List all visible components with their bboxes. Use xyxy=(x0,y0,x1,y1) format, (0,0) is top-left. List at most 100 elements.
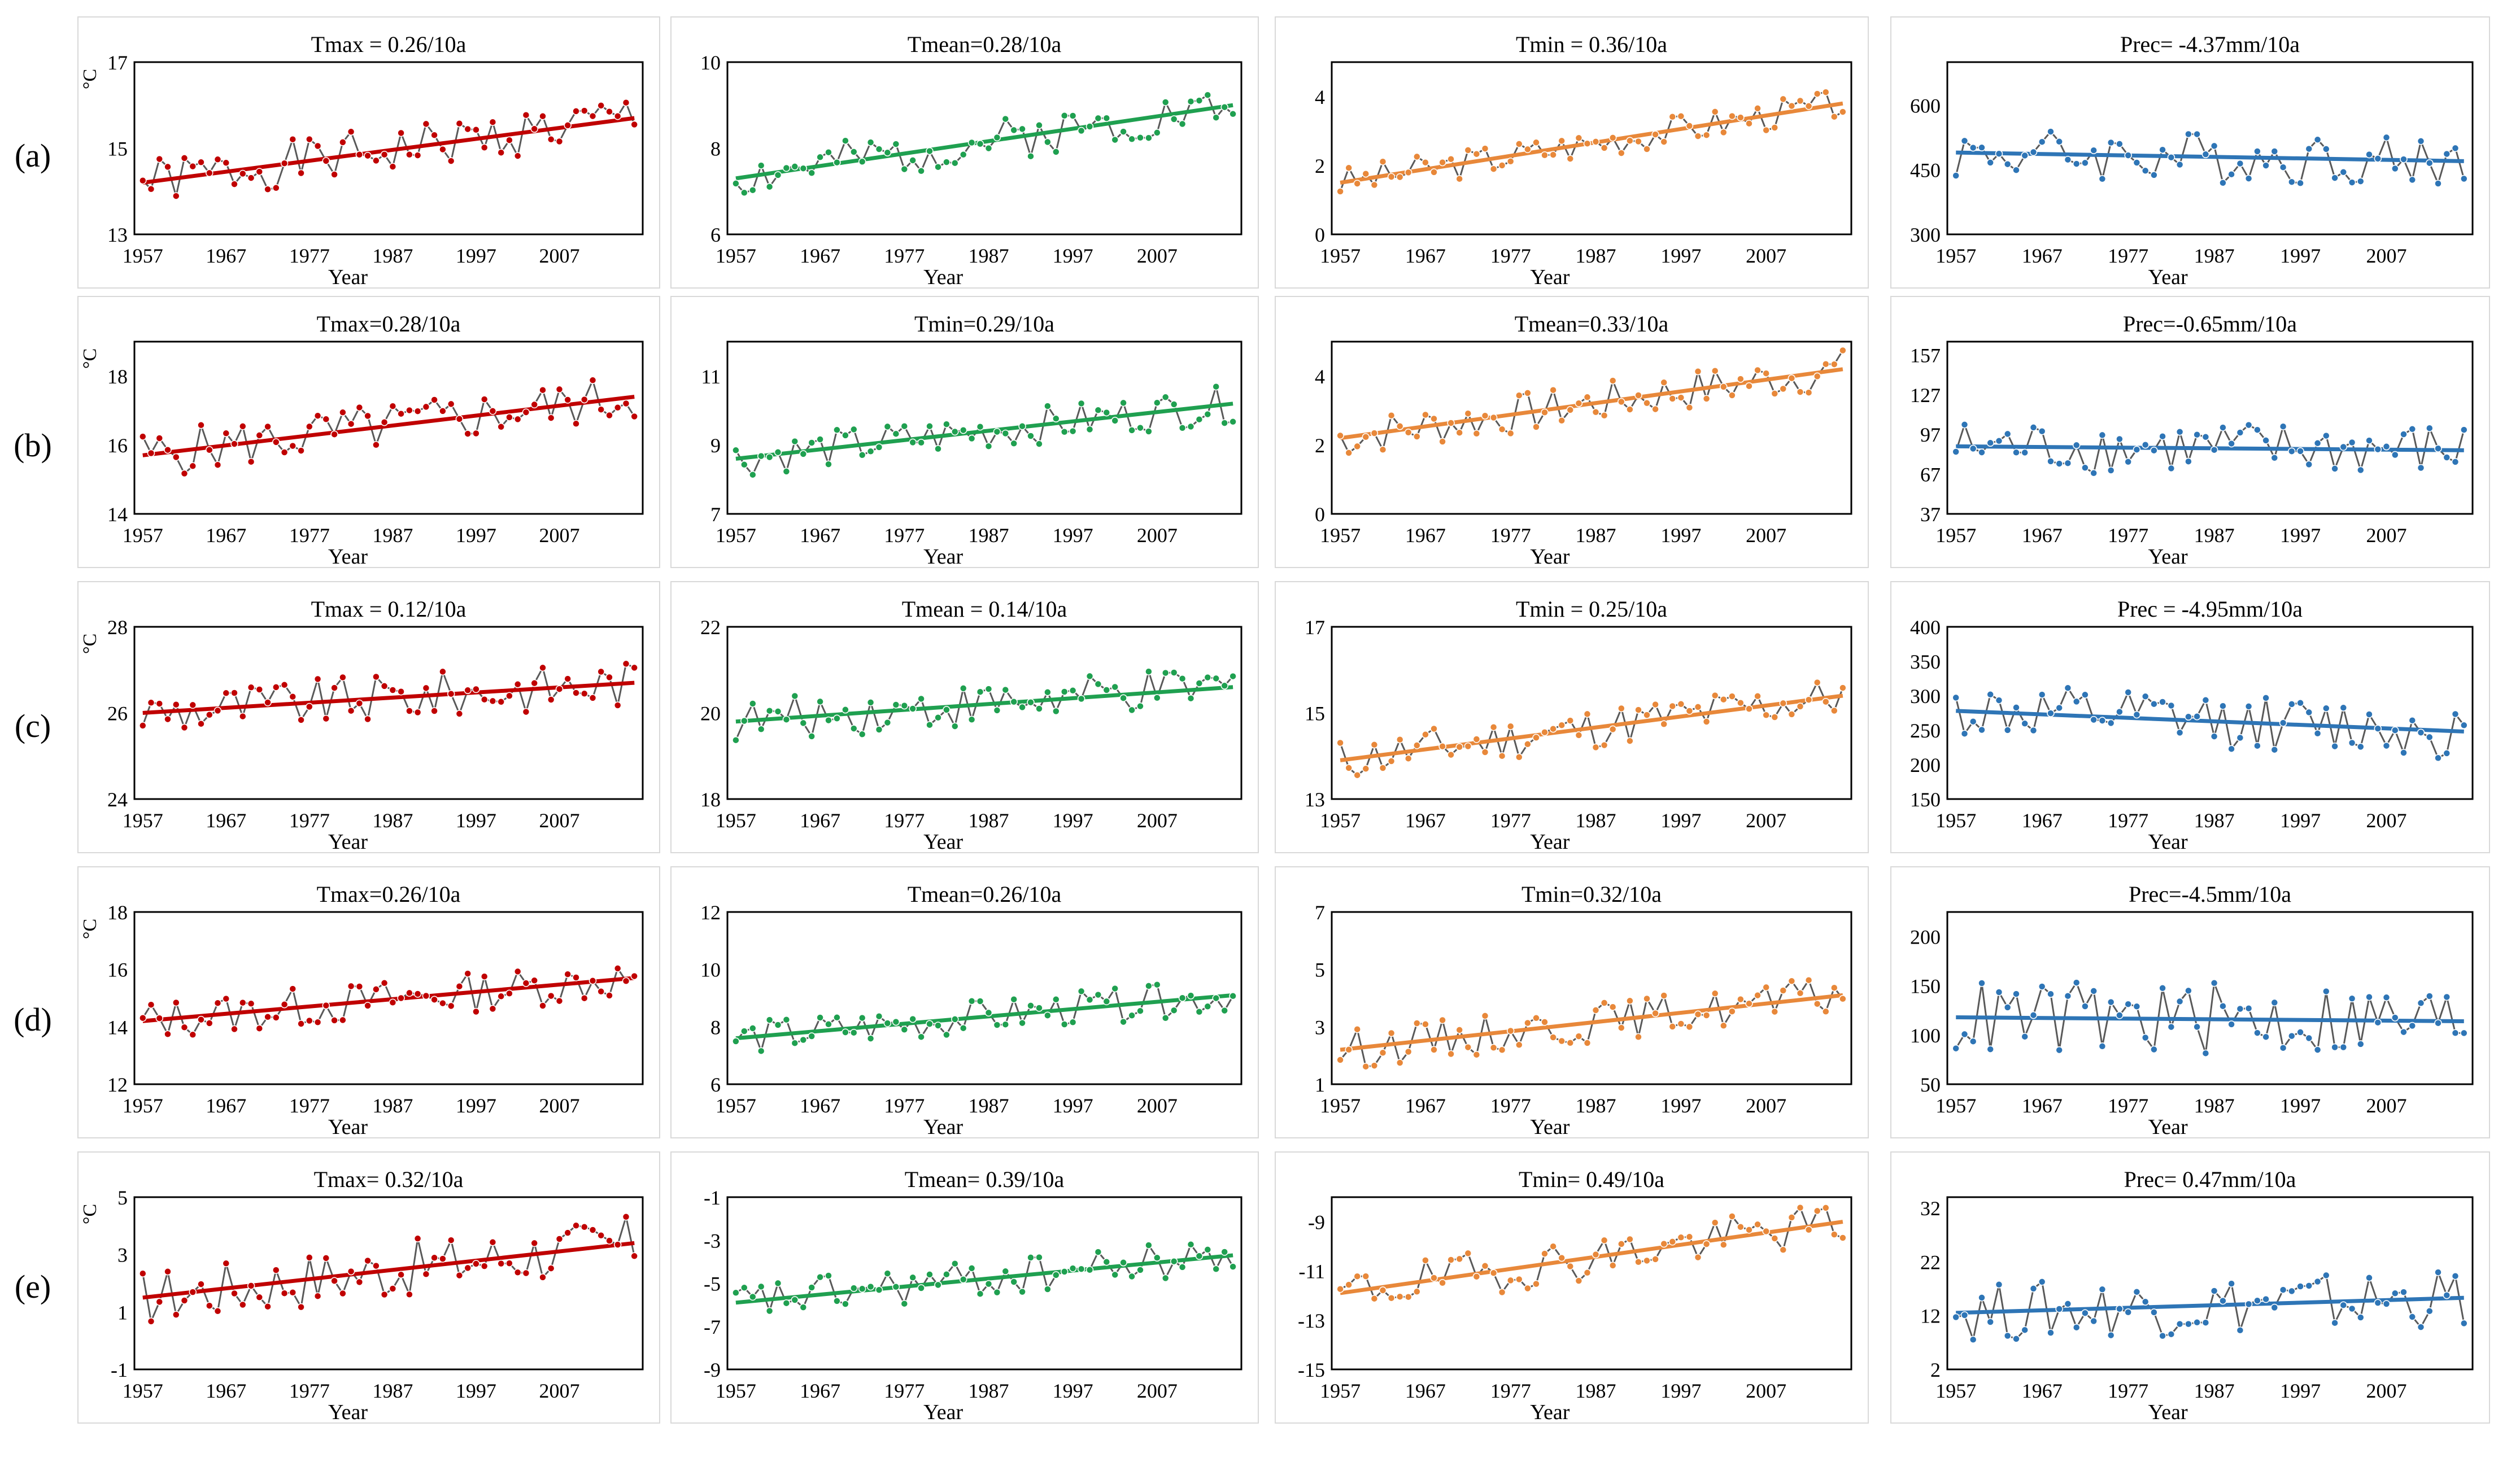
data-point xyxy=(372,156,380,165)
data-point xyxy=(630,412,638,421)
data-point xyxy=(497,149,505,156)
data-point xyxy=(1119,1259,1127,1267)
data-point xyxy=(480,395,489,403)
data-point xyxy=(1617,704,1625,713)
y-tick-label: -1 xyxy=(704,1186,721,1209)
data-point xyxy=(306,1016,313,1025)
data-point xyxy=(2210,732,2218,740)
data-point xyxy=(1960,730,1969,737)
data-point xyxy=(2331,742,2339,750)
data-point xyxy=(1524,389,1532,397)
panel-frame xyxy=(1890,296,2490,568)
panel-frame xyxy=(1275,1151,1869,1424)
data-point xyxy=(1566,717,1575,725)
data-point xyxy=(1978,726,1986,734)
x-tick-label: 1977 xyxy=(2108,1094,2148,1117)
panel-frame xyxy=(670,1151,1259,1424)
data-point xyxy=(2417,999,2425,1007)
data-point xyxy=(2460,1029,2468,1037)
data-point xyxy=(1617,149,1625,157)
data-point xyxy=(2141,167,2150,175)
data-point xyxy=(1995,437,2003,445)
data-point xyxy=(1044,1011,1052,1019)
data-point xyxy=(580,395,588,404)
data-point xyxy=(206,1019,213,1027)
x-tick-label: 1997 xyxy=(1660,809,1701,832)
data-point xyxy=(2064,155,2072,164)
data-point xyxy=(1558,417,1566,425)
data-point xyxy=(555,685,564,693)
data-point xyxy=(1541,728,1549,736)
data-point xyxy=(197,158,205,167)
data-point xyxy=(1617,1024,1625,1032)
data-point xyxy=(1128,1011,1136,1020)
data-point xyxy=(934,713,942,722)
data-point xyxy=(1952,1044,1960,1053)
data-point xyxy=(2426,159,2434,167)
data-point xyxy=(1804,102,1813,110)
data-point xyxy=(1464,1043,1472,1051)
data-point xyxy=(1677,394,1685,401)
x-tick-label: 1977 xyxy=(884,245,925,267)
data-point xyxy=(1995,696,2003,704)
data-point xyxy=(2003,160,2012,168)
data-point xyxy=(883,1269,892,1277)
data-point xyxy=(791,692,799,700)
plot-area xyxy=(726,911,1242,1085)
x-tick-label: 1957 xyxy=(1320,245,1361,267)
data-point xyxy=(1771,713,1779,721)
x-tick-label: 1997 xyxy=(1053,524,1093,547)
x-tick-label: 1997 xyxy=(1053,1094,1093,1117)
trend-line xyxy=(1340,101,1843,185)
data-point xyxy=(2227,1280,2235,1288)
trend-line xyxy=(1340,993,1843,1052)
plot-area xyxy=(133,61,644,235)
data-point xyxy=(976,688,984,696)
data-point xyxy=(1720,1241,1728,1249)
data-point xyxy=(380,979,389,987)
data-point xyxy=(2339,704,2348,712)
data-point xyxy=(147,449,155,457)
data-point xyxy=(155,434,164,442)
data-point xyxy=(522,408,530,416)
y-axis-label: °C xyxy=(80,1204,101,1224)
data-point xyxy=(926,1271,934,1278)
data-point xyxy=(1187,694,1195,702)
data-point xyxy=(588,977,597,985)
data-point xyxy=(1145,427,1153,435)
data-point xyxy=(189,462,197,470)
data-point xyxy=(1600,412,1608,420)
data-point xyxy=(530,125,538,133)
data-point xyxy=(1839,1234,1847,1242)
y-tick-label: 4 xyxy=(1315,86,1325,108)
data-point xyxy=(866,1035,875,1042)
data-point xyxy=(825,1272,832,1280)
data-point xyxy=(1575,399,1583,407)
data-point xyxy=(2055,460,2063,468)
data-point xyxy=(934,445,942,453)
data-point xyxy=(2150,1308,2158,1316)
data-point xyxy=(172,453,180,461)
data-point xyxy=(2417,728,2425,736)
data-point xyxy=(1345,1281,1353,1289)
data-point xyxy=(505,1259,513,1267)
data-point xyxy=(1052,148,1060,156)
panel-frame xyxy=(1275,866,1869,1138)
data-point xyxy=(1506,158,1515,165)
data-point xyxy=(2408,1313,2417,1321)
data-point xyxy=(2417,1323,2425,1331)
data-point xyxy=(732,1037,740,1045)
row-labels: (a) (b) (c) (d) (e) xyxy=(14,137,52,1305)
data-point xyxy=(850,1028,858,1037)
plot-area xyxy=(1331,626,1852,800)
data-point xyxy=(2090,1317,2098,1325)
data-point xyxy=(976,422,984,431)
data-point xyxy=(564,396,572,404)
data-point xyxy=(164,1268,172,1276)
data-point xyxy=(2219,1297,2227,1305)
data-point xyxy=(1969,1336,1977,1344)
data-point xyxy=(833,1014,841,1022)
data-point xyxy=(967,715,976,724)
x-tick-label: 2007 xyxy=(1746,524,1786,547)
data-point xyxy=(1044,1285,1052,1293)
